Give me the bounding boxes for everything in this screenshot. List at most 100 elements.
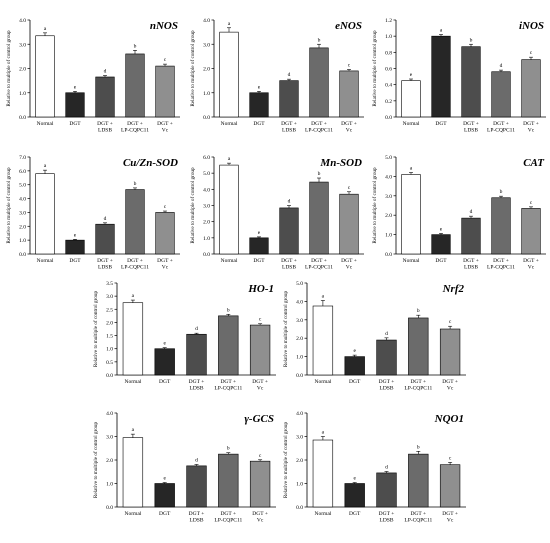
significance-letter: a: [410, 166, 413, 172]
bar: [218, 453, 239, 508]
bar: [65, 92, 85, 118]
x-tick-label: LDSB: [464, 128, 478, 134]
significance-letter: b: [500, 189, 503, 195]
chart-panel-2: 0.0 1.0 2.0 3.0 4.0 Relative to multiple of c…: [189, 18, 364, 134]
y-axis-label: Relative to multiple of control group: [282, 290, 289, 367]
x-tick-label: DGT: [159, 511, 171, 517]
y-tick-label: 1.0: [203, 236, 210, 242]
significance-letter: a: [44, 26, 47, 32]
x-tick-label: DGT +: [252, 379, 268, 385]
bar: [122, 437, 144, 508]
x-tick-label: Normal: [124, 379, 141, 385]
significance-letter: a: [322, 430, 325, 436]
x-tick-label: DGT +: [410, 511, 426, 517]
x-tick-label: DGT +: [463, 121, 479, 127]
bar: [35, 173, 55, 255]
significance-letter: c: [348, 62, 351, 68]
significance-letter: b: [227, 307, 230, 313]
bar: [461, 217, 481, 255]
significance-letter: a: [440, 28, 443, 34]
bar: [309, 181, 329, 255]
x-tick-label: Vc: [257, 518, 264, 524]
x-tick-label: LP-CQPC11: [404, 518, 432, 524]
x-tick-label: DGT +: [493, 258, 509, 264]
chart-panel-5: 0.0 1.0 2.0 3.0 4.0 5.0 6.0 Relative to multipl…: [189, 155, 364, 271]
significance-letter: d: [385, 331, 388, 337]
y-tick-label: 1.2: [385, 18, 392, 24]
bar: [521, 208, 541, 255]
bar: [122, 302, 144, 376]
bar: [312, 305, 334, 376]
bar: [155, 65, 175, 118]
x-tick-label: DGT +: [97, 121, 113, 127]
bar: [125, 189, 145, 255]
x-tick-label: LDSB: [189, 386, 203, 392]
significance-letter: a: [132, 427, 135, 433]
y-tick-label: 2.5: [106, 307, 113, 313]
y-tick-label: 4.0: [19, 18, 26, 24]
x-tick-label: Vc: [447, 518, 454, 524]
significance-letter: a: [322, 293, 325, 299]
bar: [401, 80, 421, 118]
y-tick-label: 0.0: [19, 115, 26, 121]
chart-panel-6: 0.0 1.0 2.0 3.0 4.0 5.0 Relative to multiple o…: [371, 155, 546, 271]
y-tick-label: 0.4: [385, 83, 392, 89]
y-tick-label: 2.0: [385, 213, 392, 219]
y-tick-label: 4.0: [203, 18, 210, 24]
x-tick-label: LP-CQPC11: [305, 128, 333, 134]
chart-panel-8: 0.0 1.0 2.0 3.0 4.0 5.0 Relative to multiple o…: [282, 281, 466, 392]
bar: [431, 35, 451, 118]
significance-letter: a: [228, 21, 231, 27]
x-tick-label: Vc: [528, 265, 535, 271]
significance-letter: c: [348, 185, 351, 191]
y-tick-label: 0.0: [385, 252, 392, 258]
x-tick-label: LP-CQPC11: [121, 265, 149, 271]
significance-letter: d: [195, 457, 198, 463]
bar: [249, 324, 271, 376]
x-tick-label: DGT +: [127, 121, 143, 127]
x-tick-label: DGT +: [97, 258, 113, 264]
chart-panel-1: 0.0 1.0 2.0 3.0 4.0 Relative to multiple of c…: [5, 18, 180, 134]
bar: [439, 464, 461, 508]
chart-title: γ-GCS: [244, 413, 274, 425]
chart-panel-9: 0.0 1.0 2.0 3.0 4.0 Relative to multiple of c…: [92, 411, 276, 524]
chart-title: Mn-SOD: [319, 157, 362, 169]
y-tick-label: 5.0: [385, 155, 392, 161]
bar: [249, 92, 269, 118]
x-tick-label: Normal: [221, 121, 238, 127]
x-tick-label: DGT: [435, 121, 447, 127]
y-tick-label: 5.0: [203, 171, 210, 177]
x-tick-label: DGT +: [311, 121, 327, 127]
significance-letter: d: [470, 209, 473, 215]
x-tick-label: DGT +: [189, 511, 205, 517]
x-tick-label: LP-CQPC11: [305, 265, 333, 271]
y-tick-label: 0.0: [296, 373, 303, 379]
y-tick-label: 5.0: [296, 281, 303, 287]
y-tick-label: 0.8: [385, 50, 392, 56]
x-tick-label: LDSB: [98, 128, 112, 134]
significance-letter: e: [74, 232, 77, 238]
significance-letter: d: [104, 216, 107, 222]
significance-letter: e: [258, 230, 261, 236]
x-tick-label: DGT +: [252, 511, 268, 517]
chart-panel-3: 0.0 0.2 0.4 0.6 0.8 1.0 1.2 Relative to multipl…: [371, 18, 546, 134]
y-tick-label: 0.0: [385, 115, 392, 121]
x-tick-label: DGT: [349, 511, 361, 517]
y-tick-label: 3.0: [106, 294, 113, 300]
bar: [35, 35, 55, 118]
x-tick-label: Normal: [314, 379, 331, 385]
bar: [279, 80, 299, 118]
y-axis-label: Relative to multiple of control group: [92, 421, 99, 498]
bar: [339, 70, 359, 118]
x-tick-label: DGT +: [379, 379, 395, 385]
x-tick-label: Normal: [221, 258, 238, 264]
significance-letter: c: [259, 317, 262, 323]
y-tick-label: 3.0: [19, 210, 26, 216]
x-tick-label: DGT +: [220, 379, 236, 385]
x-tick-label: LDSB: [379, 386, 393, 392]
y-axis-label: Relative to multiple of control group: [5, 30, 12, 107]
y-tick-label: 1.0: [296, 355, 303, 361]
x-tick-label: LP-CQPC11: [121, 128, 149, 134]
y-tick-label: 0.0: [203, 115, 210, 121]
